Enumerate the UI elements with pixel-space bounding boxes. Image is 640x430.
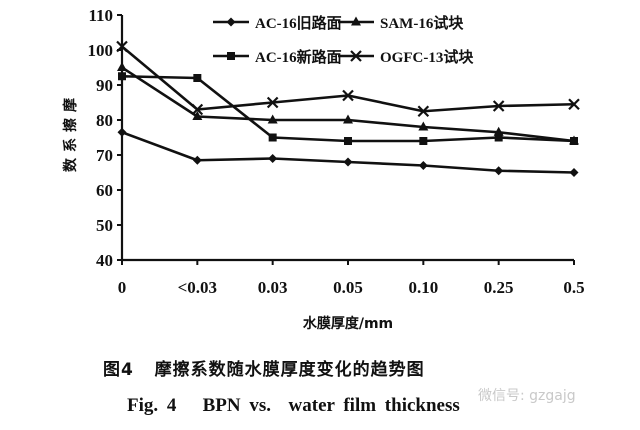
square-marker xyxy=(193,74,202,82)
diamond-marker xyxy=(268,154,278,163)
legend-item: OGFC-13试块 xyxy=(338,48,474,66)
series-x xyxy=(116,40,580,118)
legend-item: SAM-16试块 xyxy=(338,14,464,32)
x-tick-label: 0.5 xyxy=(563,278,584,297)
y-tick-label: 80 xyxy=(96,111,113,130)
figure-caption-chinese: 图4 摩擦系数随水膜厚度变化的趋势图 xyxy=(103,360,425,380)
y-tick-label: 100 xyxy=(88,41,114,60)
data-series xyxy=(116,40,580,177)
line-chart: 40 50 60 70 80 90 100 110 0 <0.03 0.03 0.05 0.10 0.2… xyxy=(62,6,585,332)
y-axis-title: 摩擦系数 xyxy=(62,97,79,172)
triangle-marker xyxy=(192,111,203,120)
x-tick-label: 0.03 xyxy=(258,278,288,297)
legend-item: AC-16旧路面 xyxy=(213,14,342,32)
svg-text:系: 系 xyxy=(62,138,79,152)
y-tick-label: 60 xyxy=(96,181,113,200)
diamond-marker xyxy=(117,127,127,137)
diamond-marker xyxy=(494,166,504,176)
series-diamond xyxy=(117,127,579,177)
x-tick-label: 0.05 xyxy=(333,278,363,297)
y-axis-ticks: 40 50 60 70 80 90 100 110 xyxy=(88,6,122,270)
legend-label: AC-16新路面 xyxy=(255,48,342,66)
square-marker xyxy=(118,72,126,81)
triangle-marker xyxy=(351,16,361,26)
y-tick-label: 50 xyxy=(96,216,113,235)
x-tick-label: <0.03 xyxy=(178,278,217,297)
square-marker xyxy=(227,52,235,60)
legend-label: SAM-16试块 xyxy=(380,14,464,32)
svg-text:摩: 摩 xyxy=(62,97,79,112)
x-tick-label: 0.25 xyxy=(484,278,514,297)
y-tick-label: 40 xyxy=(96,251,113,270)
figure-caption-english: Fig. 4 BPN vs. water film thickness xyxy=(127,395,460,416)
diamond-marker xyxy=(226,17,236,27)
square-marker xyxy=(344,137,352,145)
legend-label: OGFC-13试块 xyxy=(380,48,474,66)
legend-item: AC-16新路面 xyxy=(213,48,342,66)
legend-label: AC-16旧路面 xyxy=(255,14,342,32)
x-tick-label: 0.10 xyxy=(408,278,438,297)
square-marker xyxy=(268,133,277,142)
diamond-marker xyxy=(343,157,353,167)
series-triangle xyxy=(117,62,579,145)
svg-text:擦: 擦 xyxy=(62,118,79,132)
x-axis-title: 水膜厚度/mm xyxy=(303,315,393,332)
series-square xyxy=(118,72,578,145)
triangle-marker xyxy=(267,114,278,124)
x-axis-ticks: 0 <0.03 0.03 0.05 0.10 0.25 0.5 xyxy=(118,260,585,297)
svg-text:数: 数 xyxy=(62,157,79,172)
diamond-marker xyxy=(192,155,202,165)
square-marker xyxy=(570,137,578,145)
y-tick-label: 90 xyxy=(96,76,113,95)
watermark: 微信号: gzgajg xyxy=(478,388,576,404)
square-marker xyxy=(494,133,503,142)
y-tick-label: 70 xyxy=(96,146,113,165)
diamond-marker xyxy=(569,168,579,177)
triangle-marker xyxy=(418,121,429,131)
diamond-marker xyxy=(418,161,428,170)
triangle-marker xyxy=(343,114,353,124)
square-marker xyxy=(419,137,428,145)
x-tick-label: 0 xyxy=(118,278,127,297)
triangle-marker xyxy=(117,62,127,71)
y-tick-label: 110 xyxy=(88,6,113,25)
legend: AC-16旧路面 SAM-16试块 AC-16新路面 OGFC-13试块 xyxy=(213,14,474,66)
